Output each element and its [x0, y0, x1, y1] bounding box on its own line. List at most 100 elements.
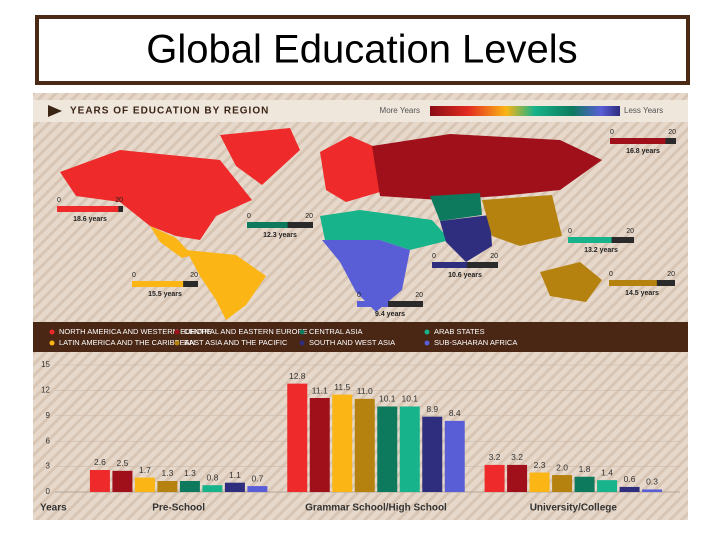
bar [332, 394, 353, 492]
bar [202, 485, 223, 492]
gauge-label: 12.3 years [263, 232, 297, 239]
legend-label: SUB-SAHARAN AFRICA [434, 338, 517, 347]
value-label: 2.0 [556, 462, 568, 472]
gauge-max: 20 [415, 292, 423, 299]
bar [422, 416, 443, 492]
value-label: 0.8 [207, 472, 219, 482]
gauge-min: 0 [357, 292, 361, 299]
gauge-max: 20 [626, 228, 634, 235]
bar [157, 480, 178, 492]
gauge-fill [609, 280, 657, 286]
bar [377, 406, 398, 492]
y-tick-label: 0 [46, 487, 51, 496]
value-label: 0.7 [252, 473, 264, 483]
value-label: 8.4 [449, 408, 461, 418]
greenland [220, 128, 300, 185]
map-header [33, 100, 688, 122]
gauge-min: 0 [609, 271, 613, 278]
bar [574, 476, 595, 492]
value-label: 11.1 [312, 385, 328, 395]
bar [484, 464, 505, 492]
gauge-label: 16.8 years [626, 148, 660, 155]
more-label: More Years [380, 106, 420, 115]
value-label: 2.3 [534, 460, 546, 470]
value-label: 10.1 [379, 394, 396, 404]
value-label: 2.6 [94, 457, 106, 467]
bar [224, 482, 245, 492]
color-scale [430, 106, 620, 116]
world-map [60, 128, 602, 320]
y-tick-label: 3 [46, 462, 51, 471]
gauge-max: 20 [305, 213, 313, 220]
bar [444, 420, 465, 492]
legend-label: EAST ASIA AND THE PACIFIC [184, 338, 288, 347]
bar [287, 383, 308, 492]
legend-label: LATIN AMERICA AND THE CARIBBEAN [59, 338, 195, 347]
legend-label: CENTRAL AND EASTERN EUROPE [184, 327, 308, 336]
gauge-fill [568, 237, 612, 243]
legend-marker [49, 340, 55, 346]
value-label: 3.2 [511, 452, 523, 462]
gauge-fill [132, 281, 184, 287]
western-europe [320, 136, 382, 202]
gauge-label: 9.4 years [375, 311, 405, 318]
gauge-min: 0 [432, 253, 436, 260]
gauge-fill [247, 222, 288, 228]
value-label: 1.3 [162, 468, 174, 478]
value-label: 3.2 [489, 452, 501, 462]
gauge-min: 0 [568, 228, 572, 235]
bar [552, 475, 573, 492]
bar [112, 470, 133, 492]
central-asia [430, 193, 482, 221]
legend-label: NORTH AMERICA AND WESTERN EUROPE [59, 327, 212, 336]
bar [354, 398, 375, 492]
value-label: 1.3 [184, 468, 196, 478]
gauge-min: 0 [57, 197, 61, 204]
south-west-asia [440, 215, 492, 262]
gauge-fill [432, 262, 467, 268]
value-label: 11.0 [357, 386, 373, 396]
legend-marker [299, 340, 305, 346]
central-america [150, 226, 192, 258]
gauge-max: 20 [668, 129, 676, 136]
gauge-label: 13.2 years [584, 247, 618, 254]
north-america [60, 150, 252, 240]
legend-label: ARAB STATES [434, 327, 485, 336]
map-title: YEARS OF EDUCATION BY REGION [70, 106, 269, 117]
east-asia [482, 195, 562, 246]
legend-label: SOUTH AND WEST ASIA [309, 338, 395, 347]
gauge-fill [357, 301, 389, 307]
eastern-europe-russia [372, 134, 602, 200]
legend-marker [174, 340, 180, 346]
legend-marker [424, 329, 430, 335]
less-label: Less Years [624, 106, 663, 115]
header-arrow [48, 105, 62, 117]
value-label: 10.1 [401, 394, 418, 404]
y-tick-label: 9 [46, 411, 51, 420]
bar [134, 477, 155, 492]
value-label: 1.4 [601, 467, 613, 477]
x-tick-label: Pre-School [152, 503, 205, 514]
gauge-label: 15.5 years [148, 291, 182, 298]
bar [529, 472, 550, 492]
y-tick-label: 15 [41, 360, 50, 369]
value-label: 8.9 [426, 404, 438, 414]
value-label: 1.8 [579, 464, 591, 474]
y-tick-label: 6 [46, 436, 51, 445]
gauge-max: 20 [490, 253, 498, 260]
gauge-max: 20 [190, 272, 198, 279]
gauge-fill [57, 206, 119, 212]
australia [540, 262, 602, 302]
bar [399, 406, 420, 492]
south-america [186, 250, 266, 320]
value-label: 0.3 [646, 477, 658, 487]
gauge-min: 0 [132, 272, 136, 279]
legend-marker [49, 329, 55, 335]
value-label: 0.6 [624, 474, 636, 484]
legend-marker [424, 340, 430, 346]
gauge-label: 18.6 years [73, 216, 107, 223]
bar [619, 486, 640, 492]
gauge-track [357, 301, 423, 307]
bar [507, 464, 528, 492]
